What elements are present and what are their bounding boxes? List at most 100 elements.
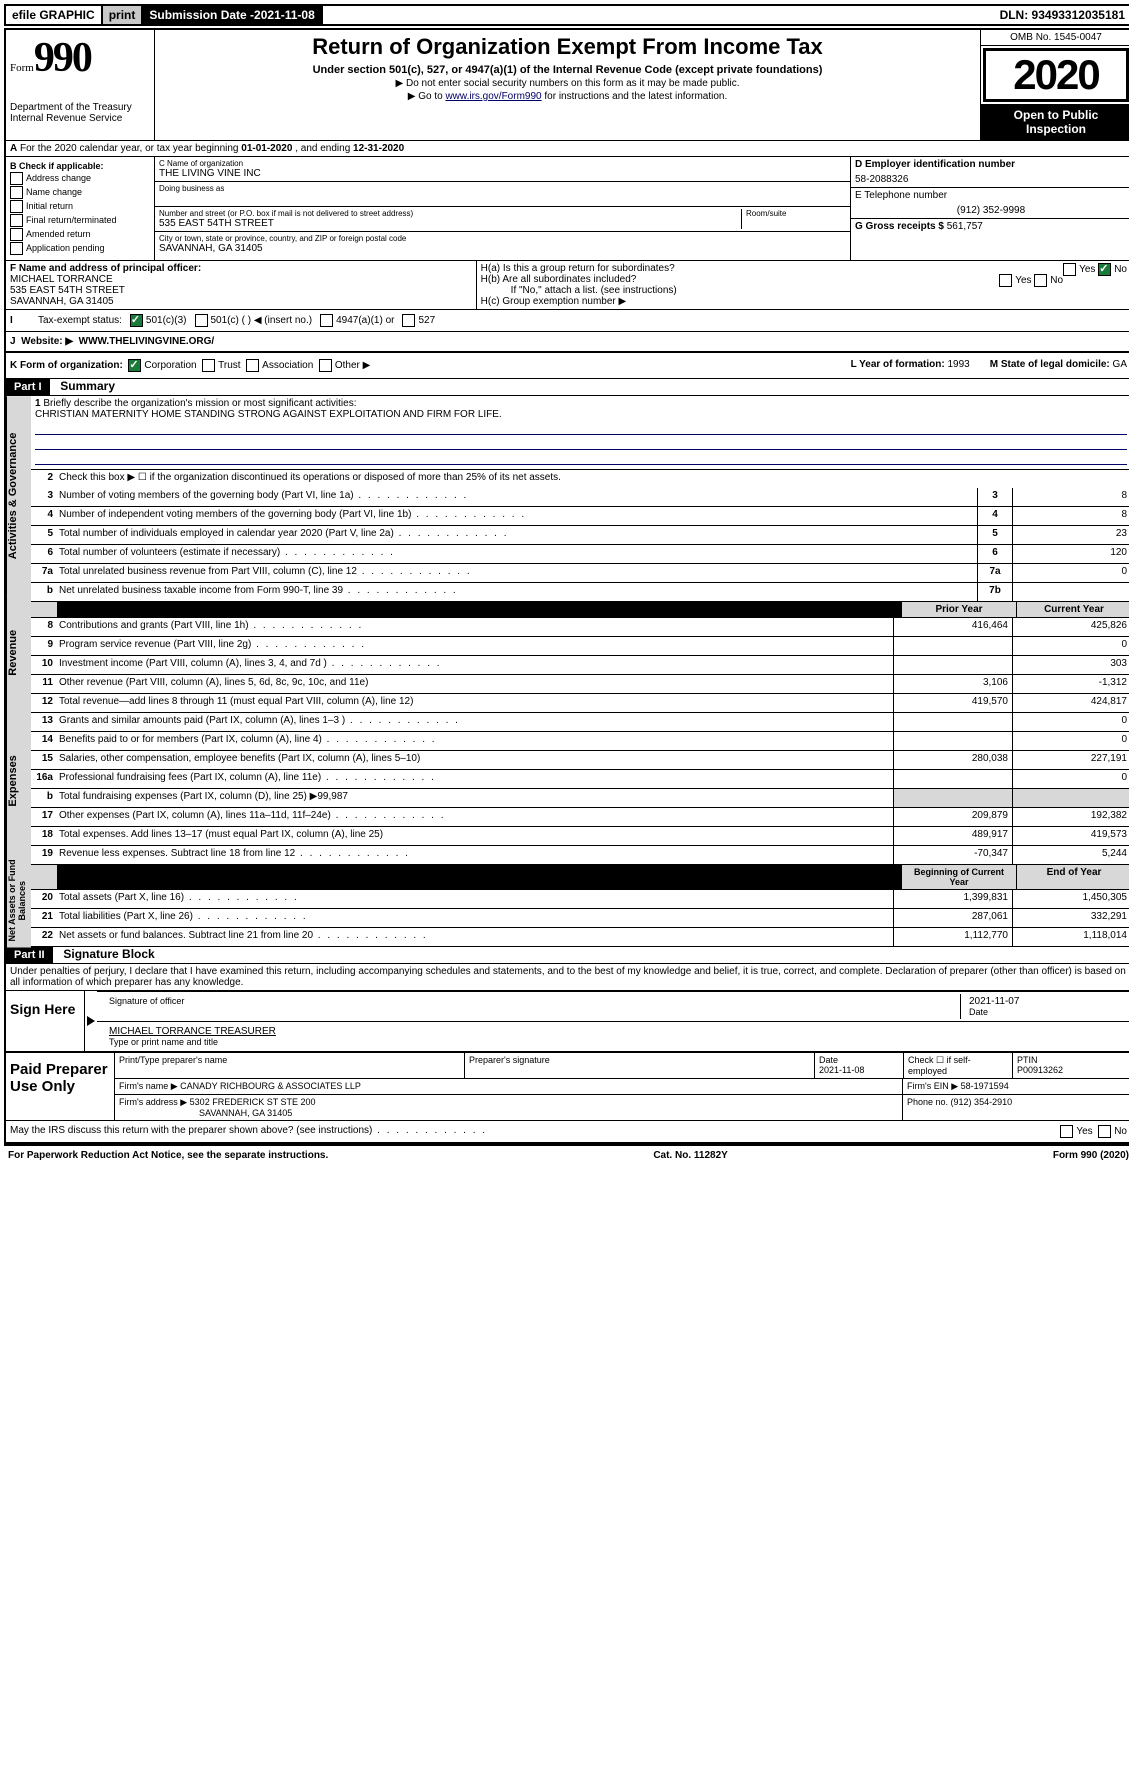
line-16b: Total fundraising expenses (Part IX, col… bbox=[57, 789, 893, 807]
firm-address: 5302 FREDERICK ST STE 200 bbox=[190, 1097, 316, 1107]
chk-name-change[interactable]: Name change bbox=[10, 186, 150, 199]
chk-association[interactable]: Association bbox=[246, 360, 313, 371]
dept-treasury: Department of the Treasury Internal Reve… bbox=[10, 102, 150, 124]
part-ii-header: Part II Signature Block bbox=[6, 947, 1129, 964]
val-5: 23 bbox=[1012, 526, 1129, 544]
tax-exempt-status-row: I Tax-exempt status: 501(c)(3) 501(c) ( … bbox=[6, 310, 1129, 332]
boy-21: 287,061 bbox=[893, 909, 1012, 927]
year-formation: L Year of formation: 1993 bbox=[851, 359, 970, 372]
state-domicile: M State of legal domicile: GA bbox=[990, 359, 1127, 372]
ptin: P00913262 bbox=[1017, 1065, 1063, 1075]
city-cell: City or town, state or province, country… bbox=[155, 232, 850, 256]
line-8: Contributions and grants (Part VIII, lin… bbox=[57, 618, 893, 636]
chk-address-change[interactable]: Address change bbox=[10, 172, 150, 185]
officer-signature-label: Signature of officer bbox=[101, 994, 960, 1019]
catalog-no: Cat. No. 11282Y bbox=[653, 1150, 727, 1161]
firm-phone: (912) 354-2910 bbox=[951, 1097, 1013, 1107]
eoy-21: 332,291 bbox=[1012, 909, 1129, 927]
line-2: Check this box ▶ ☐ if the organization d… bbox=[57, 470, 1129, 488]
chk-corporation[interactable]: Corporation bbox=[128, 360, 196, 371]
curr-10: 303 bbox=[1012, 656, 1129, 674]
line-18: Total expenses. Add lines 13–17 (must eq… bbox=[57, 827, 893, 845]
line-13: Grants and similar amounts paid (Part IX… bbox=[57, 713, 893, 731]
ein-cell: D Employer identification number 58-2088… bbox=[851, 157, 1129, 188]
curr-19: 5,244 bbox=[1012, 846, 1129, 864]
prior-15: 280,038 bbox=[893, 751, 1012, 769]
prior-8: 416,464 bbox=[893, 618, 1012, 636]
signature-date: 2021-11-07 bbox=[969, 996, 1119, 1007]
prior-10 bbox=[893, 656, 1012, 674]
room-suite: Room/suite bbox=[742, 209, 846, 229]
arrow-icon bbox=[87, 1016, 95, 1026]
prior-12: 419,570 bbox=[893, 694, 1012, 712]
chk-527[interactable]: 527 bbox=[402, 314, 435, 327]
chk-4947[interactable]: 4947(a)(1) or bbox=[320, 314, 394, 327]
mission-block: 1 Briefly describe the organization's mi… bbox=[31, 396, 1129, 470]
print-button[interactable]: print bbox=[103, 6, 144, 24]
line-20: Total assets (Part X, line 16) bbox=[57, 890, 893, 908]
curr-9: 0 bbox=[1012, 637, 1129, 655]
line-14: Benefits paid to or for members (Part IX… bbox=[57, 732, 893, 750]
form-footer: Form 990 (2020) bbox=[1053, 1150, 1129, 1161]
perjury-statement: Under penalties of perjury, I declare th… bbox=[6, 964, 1129, 991]
line-17: Other expenses (Part IX, column (A), lin… bbox=[57, 808, 893, 826]
part-i-header: Part I Summary bbox=[6, 379, 1129, 396]
typed-name: MICHAEL TORRANCE TREASURER bbox=[109, 1026, 1119, 1037]
val-3: 8 bbox=[1012, 488, 1129, 506]
tax-period-row: A For the 2020 calendar year, or tax yea… bbox=[6, 141, 1129, 157]
self-employed-check[interactable]: Check ☐ if self-employed bbox=[904, 1053, 1013, 1078]
submission-date: Submission Date - 2021-11-08 bbox=[143, 6, 322, 24]
line-7b: Net unrelated business taxable income fr… bbox=[57, 583, 977, 601]
gross-receipts-cell: G Gross receipts $ 561,757 bbox=[851, 219, 1129, 234]
h-b-question: H(b) Are all subordinates included? Yes … bbox=[481, 274, 1127, 285]
officer-h-row: F Name and address of principal officer:… bbox=[6, 261, 1129, 310]
form-subtitle: Under section 501(c), 527, or 4947(a)(1)… bbox=[159, 64, 976, 76]
sign-here-block: Sign Here Signature of officer 2021-11-0… bbox=[6, 991, 1129, 1052]
h-c-question: H(c) Group exemption number ▶ bbox=[481, 296, 1127, 307]
chk-501c[interactable]: 501(c) ( ) ◀ (insert no.) bbox=[195, 314, 313, 327]
line-22: Net assets or fund balances. Subtract li… bbox=[57, 928, 893, 946]
chk-other[interactable]: Other ▶ bbox=[319, 360, 370, 371]
curr-13: 0 bbox=[1012, 713, 1129, 731]
chk-amended[interactable]: Amended return bbox=[10, 228, 150, 241]
instructions-link[interactable]: www.irs.gov/Form990 bbox=[445, 91, 541, 102]
prior-17: 209,879 bbox=[893, 808, 1012, 826]
principal-officer: F Name and address of principal officer:… bbox=[6, 261, 477, 309]
discuss-yes[interactable]: Yes bbox=[1060, 1125, 1092, 1138]
val-7b bbox=[1012, 583, 1129, 601]
netassets-label: Net Assets or Fund Balances bbox=[6, 853, 31, 948]
prior-9 bbox=[893, 637, 1012, 655]
form-container: Form990 Department of the Treasury Inter… bbox=[4, 28, 1129, 1144]
line-4: Number of independent voting members of … bbox=[57, 507, 977, 525]
k-org-row: K Form of organization: Corporation Trus… bbox=[6, 353, 1129, 379]
eoy-22: 1,118,014 bbox=[1012, 928, 1129, 946]
mission-text: CHRISTIAN MATERNITY HOME STANDING STRONG… bbox=[35, 409, 502, 420]
firm-ein: 58-1971594 bbox=[961, 1081, 1009, 1091]
eoy-20: 1,450,305 bbox=[1012, 890, 1129, 908]
chk-trust[interactable]: Trust bbox=[202, 360, 240, 371]
checkbox-column-b: B Check if applicable: Address change Na… bbox=[6, 157, 155, 260]
instructions-note: ▶ Go to www.irs.gov/Form990 for instruct… bbox=[159, 91, 976, 102]
chk-final-return[interactable]: Final return/terminated bbox=[10, 214, 150, 227]
form-header: Form990 Department of the Treasury Inter… bbox=[6, 30, 1129, 141]
chk-initial-return[interactable]: Initial return bbox=[10, 200, 150, 213]
open-inspection: Open to Public Inspection bbox=[981, 104, 1129, 140]
expenses-label: Expenses bbox=[6, 710, 31, 853]
discuss-no[interactable]: No bbox=[1098, 1125, 1127, 1138]
sign-here-label: Sign Here bbox=[6, 991, 85, 1051]
prior-13 bbox=[893, 713, 1012, 731]
ssn-note: ▶ Do not enter social security numbers o… bbox=[159, 78, 976, 89]
line-19: Revenue less expenses. Subtract line 18 … bbox=[57, 846, 893, 864]
curr-17: 192,382 bbox=[1012, 808, 1129, 826]
chk-app-pending[interactable]: Application pending bbox=[10, 242, 150, 255]
phone-cell: E Telephone number (912) 352-9998 bbox=[851, 188, 1129, 219]
line-9: Program service revenue (Part VIII, line… bbox=[57, 637, 893, 655]
form-id-block: Form990 Department of the Treasury Inter… bbox=[6, 30, 155, 140]
line-5: Total number of individuals employed in … bbox=[57, 526, 977, 544]
tax-year: 2020 bbox=[983, 48, 1129, 102]
h-a-question: H(a) Is this a group return for subordin… bbox=[481, 263, 1127, 274]
chk-501c3[interactable]: 501(c)(3) bbox=[130, 314, 187, 327]
curr-11: -1,312 bbox=[1012, 675, 1129, 693]
prior-18: 489,917 bbox=[893, 827, 1012, 845]
governance-label: Activities & Governance bbox=[6, 396, 31, 596]
